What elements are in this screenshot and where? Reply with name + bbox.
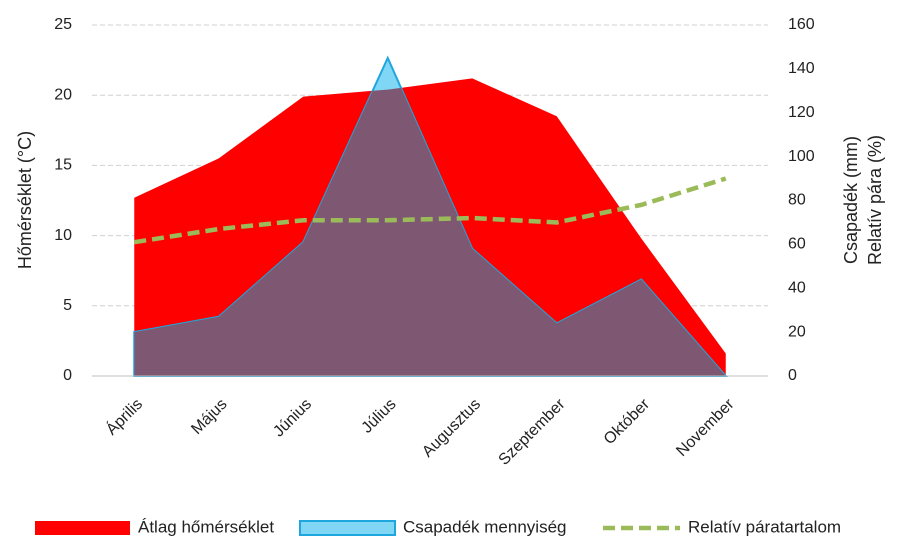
y-tick-label: 0 — [63, 367, 72, 384]
legend-label: Csapadék mennyiség — [403, 517, 566, 536]
y-tick-label: 25 — [54, 16, 72, 33]
x-tick-label: Szeptember — [496, 395, 570, 469]
y-tick-label: 20 — [54, 86, 72, 103]
y2-tick-label: 60 — [788, 236, 806, 253]
legend-swatch — [35, 521, 130, 535]
x-tick-label: Október — [601, 395, 654, 448]
legend-label: Átlag hőmérséklet — [138, 517, 274, 536]
y-tick-label: 15 — [54, 157, 72, 174]
y-axis-title: Hőmérséklet (°C) — [15, 131, 35, 269]
x-tick-label: Április — [102, 394, 146, 438]
line — [133, 176, 727, 245]
y2-axis-title: Relatív pára (%) — [865, 135, 885, 265]
y2-tick-label: 100 — [788, 148, 815, 165]
y-tick-label: 10 — [54, 227, 72, 244]
x-tick-label: November — [673, 395, 738, 460]
legend-swatch — [299, 520, 396, 536]
y2-tick-label: 120 — [788, 104, 815, 121]
y2-tick-label: 20 — [788, 323, 806, 340]
y2-tick-label: 0 — [788, 367, 797, 384]
x-tick-label: Július — [359, 396, 400, 437]
y2-tick-label: 140 — [788, 60, 815, 77]
x-tick-label: Augusztus — [419, 396, 484, 461]
x-tick-label: Május — [188, 396, 230, 438]
legend-label: Relatív páratartalom — [688, 517, 841, 536]
y-tick-label: 5 — [63, 297, 72, 314]
y2-axis-title: Csapadék (mm) — [841, 136, 861, 264]
x-tick-label: Június — [270, 396, 315, 441]
y2-tick-label: 160 — [788, 16, 815, 33]
y2-tick-label: 40 — [788, 279, 806, 296]
y2-tick-label: 80 — [788, 192, 806, 209]
